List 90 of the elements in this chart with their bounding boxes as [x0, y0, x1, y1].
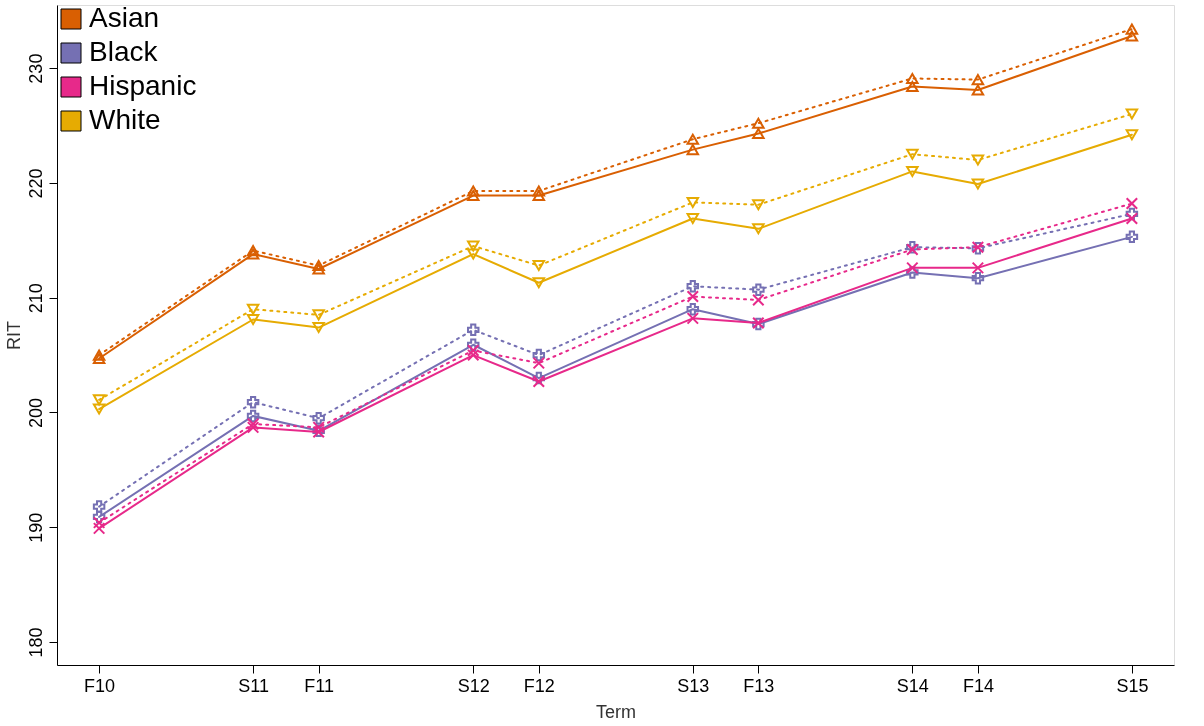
x-tick-label: F13 — [743, 675, 775, 696]
point — [532, 277, 546, 289]
point — [92, 516, 106, 529]
point — [92, 510, 106, 524]
point — [467, 190, 480, 202]
point — [532, 371, 546, 385]
point — [532, 356, 546, 370]
point — [752, 128, 765, 140]
x-tick-label: S14 — [896, 675, 929, 696]
point — [532, 375, 546, 388]
y-tick-label: 180 — [25, 627, 46, 658]
point — [686, 133, 700, 145]
y-axis-title: RIT — [3, 321, 24, 350]
point — [906, 165, 919, 177]
y-tick-label: 210 — [25, 283, 46, 314]
point — [906, 266, 919, 279]
x-tick-label: S12 — [457, 675, 490, 696]
x-axis-title: Term — [596, 701, 636, 722]
point — [312, 309, 325, 321]
point — [467, 348, 480, 362]
point — [246, 409, 260, 423]
x-tick-label: F12 — [523, 675, 555, 696]
point — [752, 199, 765, 211]
point — [467, 338, 480, 351]
point — [686, 196, 700, 208]
y-tick-label: 190 — [25, 512, 46, 543]
point — [246, 303, 260, 315]
y-tick-label: 230 — [25, 53, 46, 84]
point — [1125, 30, 1139, 42]
point — [1125, 129, 1139, 141]
point — [686, 212, 700, 225]
point — [92, 394, 106, 406]
point — [971, 271, 985, 285]
x-tick-label: F11 — [304, 675, 334, 696]
point — [906, 72, 919, 84]
point — [906, 148, 919, 160]
point — [1125, 212, 1139, 225]
point — [246, 421, 260, 434]
legend-label: Black — [89, 36, 159, 67]
point — [686, 144, 700, 156]
point — [1125, 23, 1139, 35]
point — [1125, 207, 1139, 221]
point — [246, 313, 260, 326]
x-tick-label: S15 — [1116, 675, 1149, 696]
point — [312, 322, 325, 334]
legend-label: White — [89, 104, 161, 135]
point — [467, 240, 480, 252]
point — [92, 500, 106, 513]
point — [752, 283, 765, 296]
point — [971, 84, 985, 96]
point — [312, 421, 325, 434]
point — [752, 293, 765, 307]
x-tick-label: F14 — [962, 675, 994, 696]
point — [532, 348, 546, 362]
point — [532, 260, 546, 272]
x-tick-label: F10 — [84, 675, 116, 696]
point — [686, 312, 700, 325]
point — [246, 417, 260, 431]
point — [92, 352, 106, 365]
y-tick-label: 220 — [25, 168, 46, 199]
point — [971, 178, 985, 190]
point — [467, 344, 480, 357]
point — [246, 395, 260, 409]
point — [971, 154, 985, 166]
x-tick-label: S11 — [238, 675, 269, 696]
point — [467, 248, 480, 260]
point — [906, 261, 919, 275]
point — [92, 349, 106, 361]
point — [686, 279, 700, 293]
point — [467, 185, 480, 197]
point — [1125, 230, 1139, 244]
point — [532, 190, 546, 202]
point — [1125, 197, 1139, 210]
point — [92, 403, 106, 415]
legend-label: Asian — [89, 2, 160, 33]
point — [1125, 108, 1139, 120]
point — [532, 185, 546, 197]
point — [467, 323, 480, 337]
point — [686, 302, 700, 316]
legend-label: Hispanic — [89, 70, 197, 101]
point — [312, 411, 325, 425]
y-tick-label: 200 — [25, 397, 46, 428]
point — [686, 290, 700, 303]
point — [752, 223, 765, 235]
x-tick-label: S13 — [677, 675, 710, 696]
point — [752, 117, 765, 129]
point — [906, 80, 919, 93]
point — [92, 522, 106, 535]
point — [971, 261, 985, 275]
point — [971, 74, 985, 86]
